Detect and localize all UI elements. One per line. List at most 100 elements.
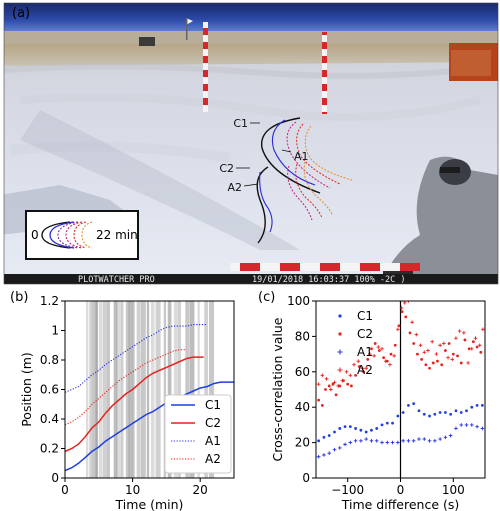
shaded-band	[197, 301, 200, 478]
c-legend-label-a1: A1	[357, 345, 373, 359]
point-c1	[454, 409, 458, 413]
point-a2	[410, 320, 414, 325]
series-line-c2	[65, 356, 204, 453]
point-a1	[316, 454, 321, 459]
point-a1	[369, 439, 374, 443]
point-a2	[399, 306, 404, 310]
point-a1	[353, 439, 358, 443]
point-a2	[457, 329, 462, 333]
point-c1	[338, 427, 342, 430]
shaded-band	[189, 301, 195, 478]
point-a1	[427, 439, 432, 443]
marker-pole	[203, 22, 208, 112]
point-c1	[364, 430, 368, 434]
point-a2	[418, 343, 423, 348]
shaded-band	[155, 301, 161, 478]
person	[380, 156, 498, 284]
shaded-band	[98, 301, 103, 478]
point-a2	[434, 352, 439, 356]
point-a2	[426, 348, 430, 353]
c-legend-label-c1: C1	[357, 309, 373, 323]
point-c1	[348, 425, 352, 429]
point-c1	[417, 409, 421, 413]
point-a1	[332, 447, 337, 452]
point-a2	[450, 357, 455, 362]
point-c2	[436, 359, 439, 363]
b-legend-label-c2: C2	[205, 416, 221, 430]
b-x-tick-label: 10	[125, 483, 140, 497]
point-c2	[373, 342, 377, 345]
shaded-band	[125, 301, 130, 478]
inset-end-label: 22 min	[96, 228, 138, 242]
contour-label-c2: C2	[219, 162, 234, 175]
position-chart: 0 10 20 0 0.2 0.4 0.6 0.8 1 1.2 Time (min) Position…	[19, 294, 235, 511]
point-a2	[332, 380, 337, 385]
b-y-tick-label: 0.6	[40, 383, 59, 397]
point-a1	[454, 426, 458, 431]
camera-brand: PLOTWATCHER PRO	[78, 275, 155, 285]
c-x-axis-label: Time difference (s)	[341, 497, 460, 511]
point-c2	[320, 404, 324, 407]
shadow	[20, 110, 300, 250]
camera-timestamp: 19/01/2018 16:03:37 100% -2C )	[252, 275, 406, 285]
point-a2	[340, 378, 345, 383]
point-c2	[357, 365, 361, 368]
point-a2	[446, 355, 450, 360]
b-legend-label-c1: C1	[205, 398, 221, 412]
point-a2	[442, 341, 446, 346]
panel-label-c: (c)	[258, 290, 275, 305]
point-c2	[327, 384, 331, 388]
point-c2	[459, 361, 463, 365]
point-a2	[336, 384, 340, 388]
b-y-tick-label: 0	[51, 471, 59, 485]
shaded-band	[89, 301, 94, 478]
shaded-band	[163, 301, 167, 478]
point-a2	[328, 387, 333, 392]
point-c1	[385, 421, 389, 425]
point-c2	[431, 361, 435, 365]
point-a1	[448, 433, 453, 438]
c-x-tick-label: 100	[442, 483, 465, 497]
point-c2	[428, 366, 431, 370]
point-a2	[348, 373, 353, 378]
point-c1	[380, 423, 384, 427]
point-a2	[380, 346, 384, 351]
point-a2	[356, 359, 361, 363]
shaded-band	[178, 301, 181, 478]
point-c2	[471, 340, 475, 344]
point-a2	[360, 366, 365, 371]
c-legend-swatch-a1	[337, 349, 343, 355]
point-c2	[412, 342, 416, 345]
point-a2	[388, 362, 392, 367]
point-c1	[449, 412, 453, 416]
point-c1	[443, 411, 447, 414]
contour-label-a1: A1	[294, 150, 309, 163]
point-a2	[406, 301, 411, 303]
point-c1	[465, 409, 468, 413]
point-c2	[479, 350, 483, 354]
point-c2	[370, 347, 373, 351]
point-a1	[380, 440, 384, 445]
point-a2	[477, 343, 482, 348]
point-c1	[391, 421, 394, 425]
point-c2	[404, 315, 408, 319]
point-c1	[407, 404, 410, 407]
c-legend-swatch-a2	[337, 367, 343, 373]
point-a1	[406, 439, 411, 443]
c-legend-label-a2: A2	[357, 363, 373, 377]
shaded-band	[146, 301, 150, 478]
ruler	[230, 263, 420, 271]
point-c1	[359, 428, 363, 432]
b-plot-area	[65, 301, 234, 478]
point-c2	[424, 363, 428, 367]
point-c1	[333, 430, 336, 434]
point-c2	[377, 349, 381, 352]
b-legend-box	[164, 394, 232, 474]
point-a1	[374, 439, 379, 443]
point-a1	[396, 440, 400, 445]
point-c2	[440, 363, 444, 367]
time-legend-inset: 0 22 min	[25, 210, 139, 260]
point-c1	[370, 428, 373, 432]
shaded-band	[95, 301, 98, 478]
